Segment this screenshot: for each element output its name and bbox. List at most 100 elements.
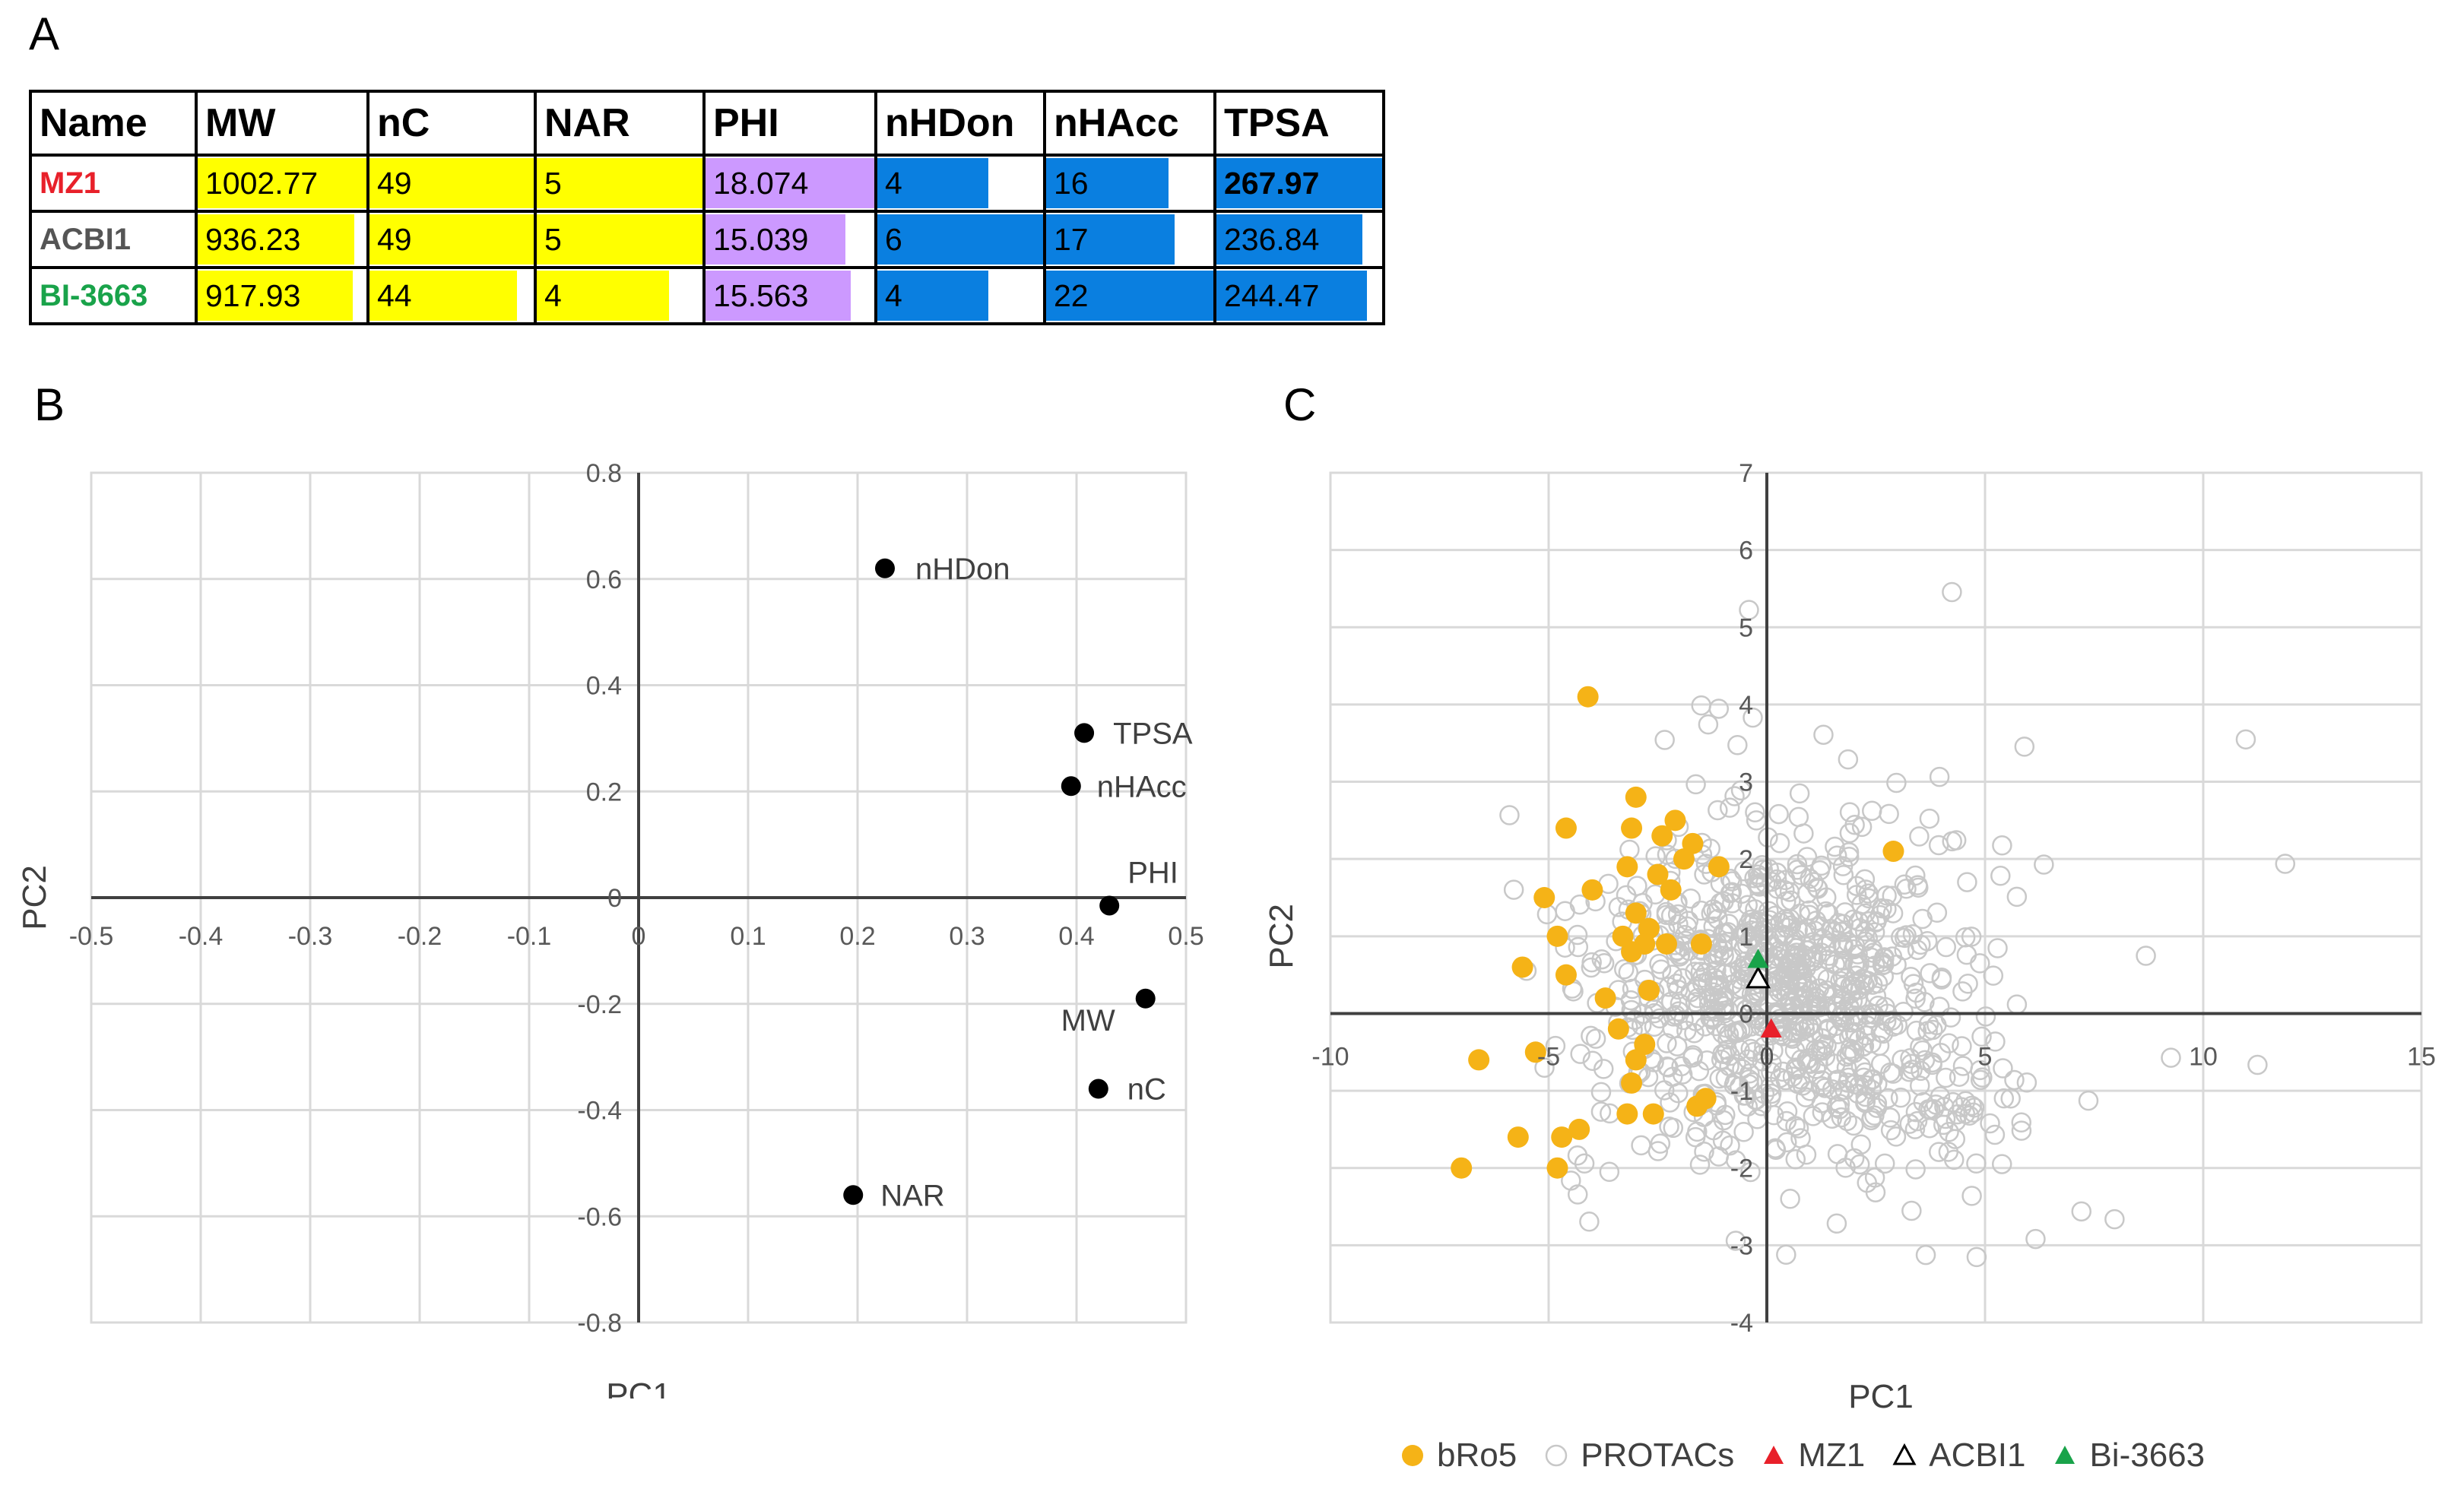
protac-point <box>1780 1189 1800 1209</box>
table-row: ACBI1 936.23 49 5 15.039 6 17 236.84 <box>29 210 1385 269</box>
legend-item: Bi-3663 <box>2051 1437 2205 1475</box>
protac-point <box>1825 1001 1847 1022</box>
cell-value: 244.47 <box>1224 278 1320 313</box>
table-cell: 49 <box>366 154 537 213</box>
protac-point <box>1961 927 1982 947</box>
protac-point <box>1806 911 1827 931</box>
x-tick-label: 5 <box>1978 1042 1993 1071</box>
protac-point <box>1860 1110 1882 1131</box>
protac-point <box>1840 1038 1861 1060</box>
bro5-point <box>1664 809 1686 832</box>
protac-point <box>1793 823 1814 844</box>
data-bar <box>199 158 365 208</box>
legend-marker <box>2055 1446 2076 1464</box>
panel-label-b: B <box>34 379 65 430</box>
protac-point <box>1614 958 1635 980</box>
y-tick-label: 2 <box>1739 845 1753 874</box>
protac-point <box>1666 973 1687 994</box>
protac-point <box>1796 940 1817 961</box>
protac-point <box>1826 1213 1847 1234</box>
compound-name: MZ1 <box>29 154 198 213</box>
cell-value: 5 <box>544 222 562 257</box>
protac-point <box>1901 1200 1922 1221</box>
protac-point <box>1902 1060 1923 1080</box>
cell-value: 267.97 <box>1224 166 1320 201</box>
protac-point <box>1854 974 1875 994</box>
table-cell: 22 <box>1043 266 1216 325</box>
protac-point <box>1874 1153 1895 1174</box>
protac-point <box>1812 1102 1833 1123</box>
protac-point <box>1865 912 1886 933</box>
x-tick-label: -0.2 <box>398 922 442 951</box>
protac-point <box>1992 835 2012 856</box>
protac-point <box>1796 847 1818 867</box>
protac-point <box>1660 991 1682 1012</box>
protac-point <box>1942 831 1962 852</box>
protac-point <box>1735 1085 1756 1106</box>
bro5-point <box>1625 786 1647 808</box>
protac-point <box>1722 871 1743 892</box>
protac-point <box>1743 707 1763 728</box>
protac-point <box>1798 1017 1819 1037</box>
protac-point <box>1590 1082 1612 1103</box>
protac-point <box>1899 1113 1920 1134</box>
protac-point <box>1832 967 1854 988</box>
cell-value: 49 <box>377 222 412 257</box>
protac-point <box>1907 1110 1928 1132</box>
protac-point <box>1712 1023 1733 1044</box>
protac-point <box>1987 938 2008 958</box>
protac-point <box>1867 973 1888 994</box>
protac-point <box>1920 1099 1941 1120</box>
protac-point <box>1724 1072 1746 1093</box>
x-tick-label: -0.5 <box>69 922 114 951</box>
panel-label-a: A <box>29 8 60 59</box>
bro5-point <box>1546 925 1568 947</box>
bi3663-marker <box>1747 949 1769 968</box>
protac-point <box>1903 974 1924 994</box>
protac-point <box>1657 1033 1677 1053</box>
cell-value: 6 <box>885 222 902 257</box>
panel-label-c: C <box>1283 379 1317 430</box>
legend-item: MZ1 <box>1760 1437 1865 1475</box>
compound-name: ACBI1 <box>29 210 198 269</box>
protac-point <box>1708 970 1729 990</box>
protac-point <box>1833 864 1854 885</box>
y-tick-label: 5 <box>1739 613 1753 642</box>
protac-point <box>1861 1079 1882 1100</box>
y-tick-label: 7 <box>1739 459 1753 488</box>
bro5-point <box>1555 964 1577 986</box>
protac-point <box>1940 1007 1961 1028</box>
loading-point <box>843 1185 864 1205</box>
protac-point <box>2161 1047 2181 1068</box>
protac-point <box>1813 724 1834 745</box>
bro5-point <box>1695 1088 1717 1110</box>
protac-point <box>1745 1089 1765 1110</box>
legend-marker-shape <box>2055 1446 2076 1464</box>
legend-label: ACBI1 <box>1929 1437 2026 1474</box>
table-cell: 4 <box>534 266 706 325</box>
protac-point <box>1809 860 1831 881</box>
column-header-mw: MW <box>195 90 369 157</box>
protac-point <box>1787 860 1808 880</box>
y-axis-title: PC2 <box>1263 904 1300 969</box>
protac-point <box>1800 980 1822 1001</box>
protac-point <box>1843 1115 1864 1136</box>
legend-marker <box>1545 1444 1568 1467</box>
protac-point <box>1961 1095 1982 1117</box>
protac-point <box>1867 1073 1888 1094</box>
protac-point <box>1725 1231 1746 1251</box>
x-tick-label: -0.4 <box>179 922 224 951</box>
protac-point <box>1590 1101 1612 1122</box>
bro5-point <box>1621 817 1643 839</box>
protac-point <box>1846 885 1867 905</box>
protac-point <box>1879 1107 1901 1128</box>
protac-point <box>1720 1135 1740 1156</box>
protac-point <box>1599 1161 1620 1183</box>
protac-point <box>1568 936 1589 958</box>
protac-point <box>1917 1021 1938 1041</box>
protac-point <box>1697 1050 1717 1071</box>
table-cell: 15.563 <box>702 266 877 325</box>
protac-point <box>1956 944 1977 965</box>
bro5-point <box>1625 1049 1647 1071</box>
